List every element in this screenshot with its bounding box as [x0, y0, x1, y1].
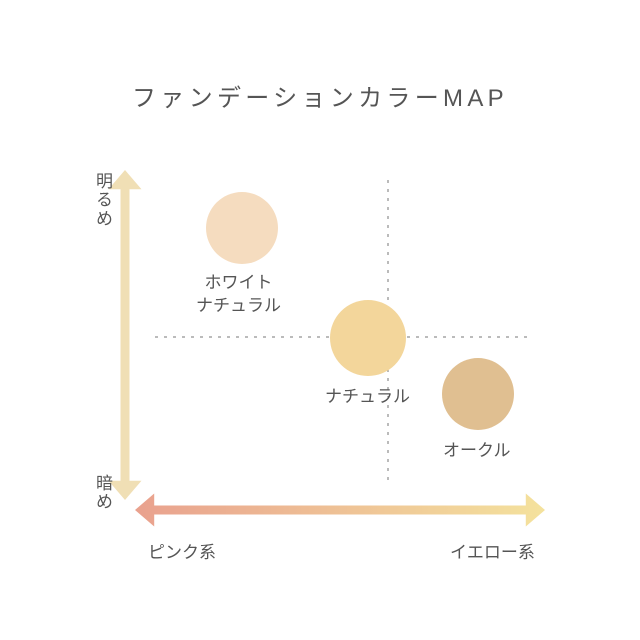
x-axis-label-right: イエロー系 [450, 538, 535, 563]
swatch-ochre [442, 358, 514, 430]
swatch-white-natural [206, 192, 278, 264]
axes-svg [0, 0, 640, 640]
swatch-label-natural: ナチュラル [325, 386, 410, 409]
y-axis-label-top: 明るめ [90, 172, 115, 228]
x-axis [135, 494, 545, 527]
x-axis-label-left: ピンク系 [148, 538, 216, 563]
swatch-label-white-natural: ホワイト ナチュラル [196, 272, 281, 318]
color-map-root: { "title": { "text": "ファンデーションカラーMAP", "… [0, 0, 640, 640]
y-axis-label-bottom: 暗め [90, 474, 115, 511]
swatch-natural [330, 300, 406, 376]
swatch-label-ochre: オークル [443, 440, 511, 463]
